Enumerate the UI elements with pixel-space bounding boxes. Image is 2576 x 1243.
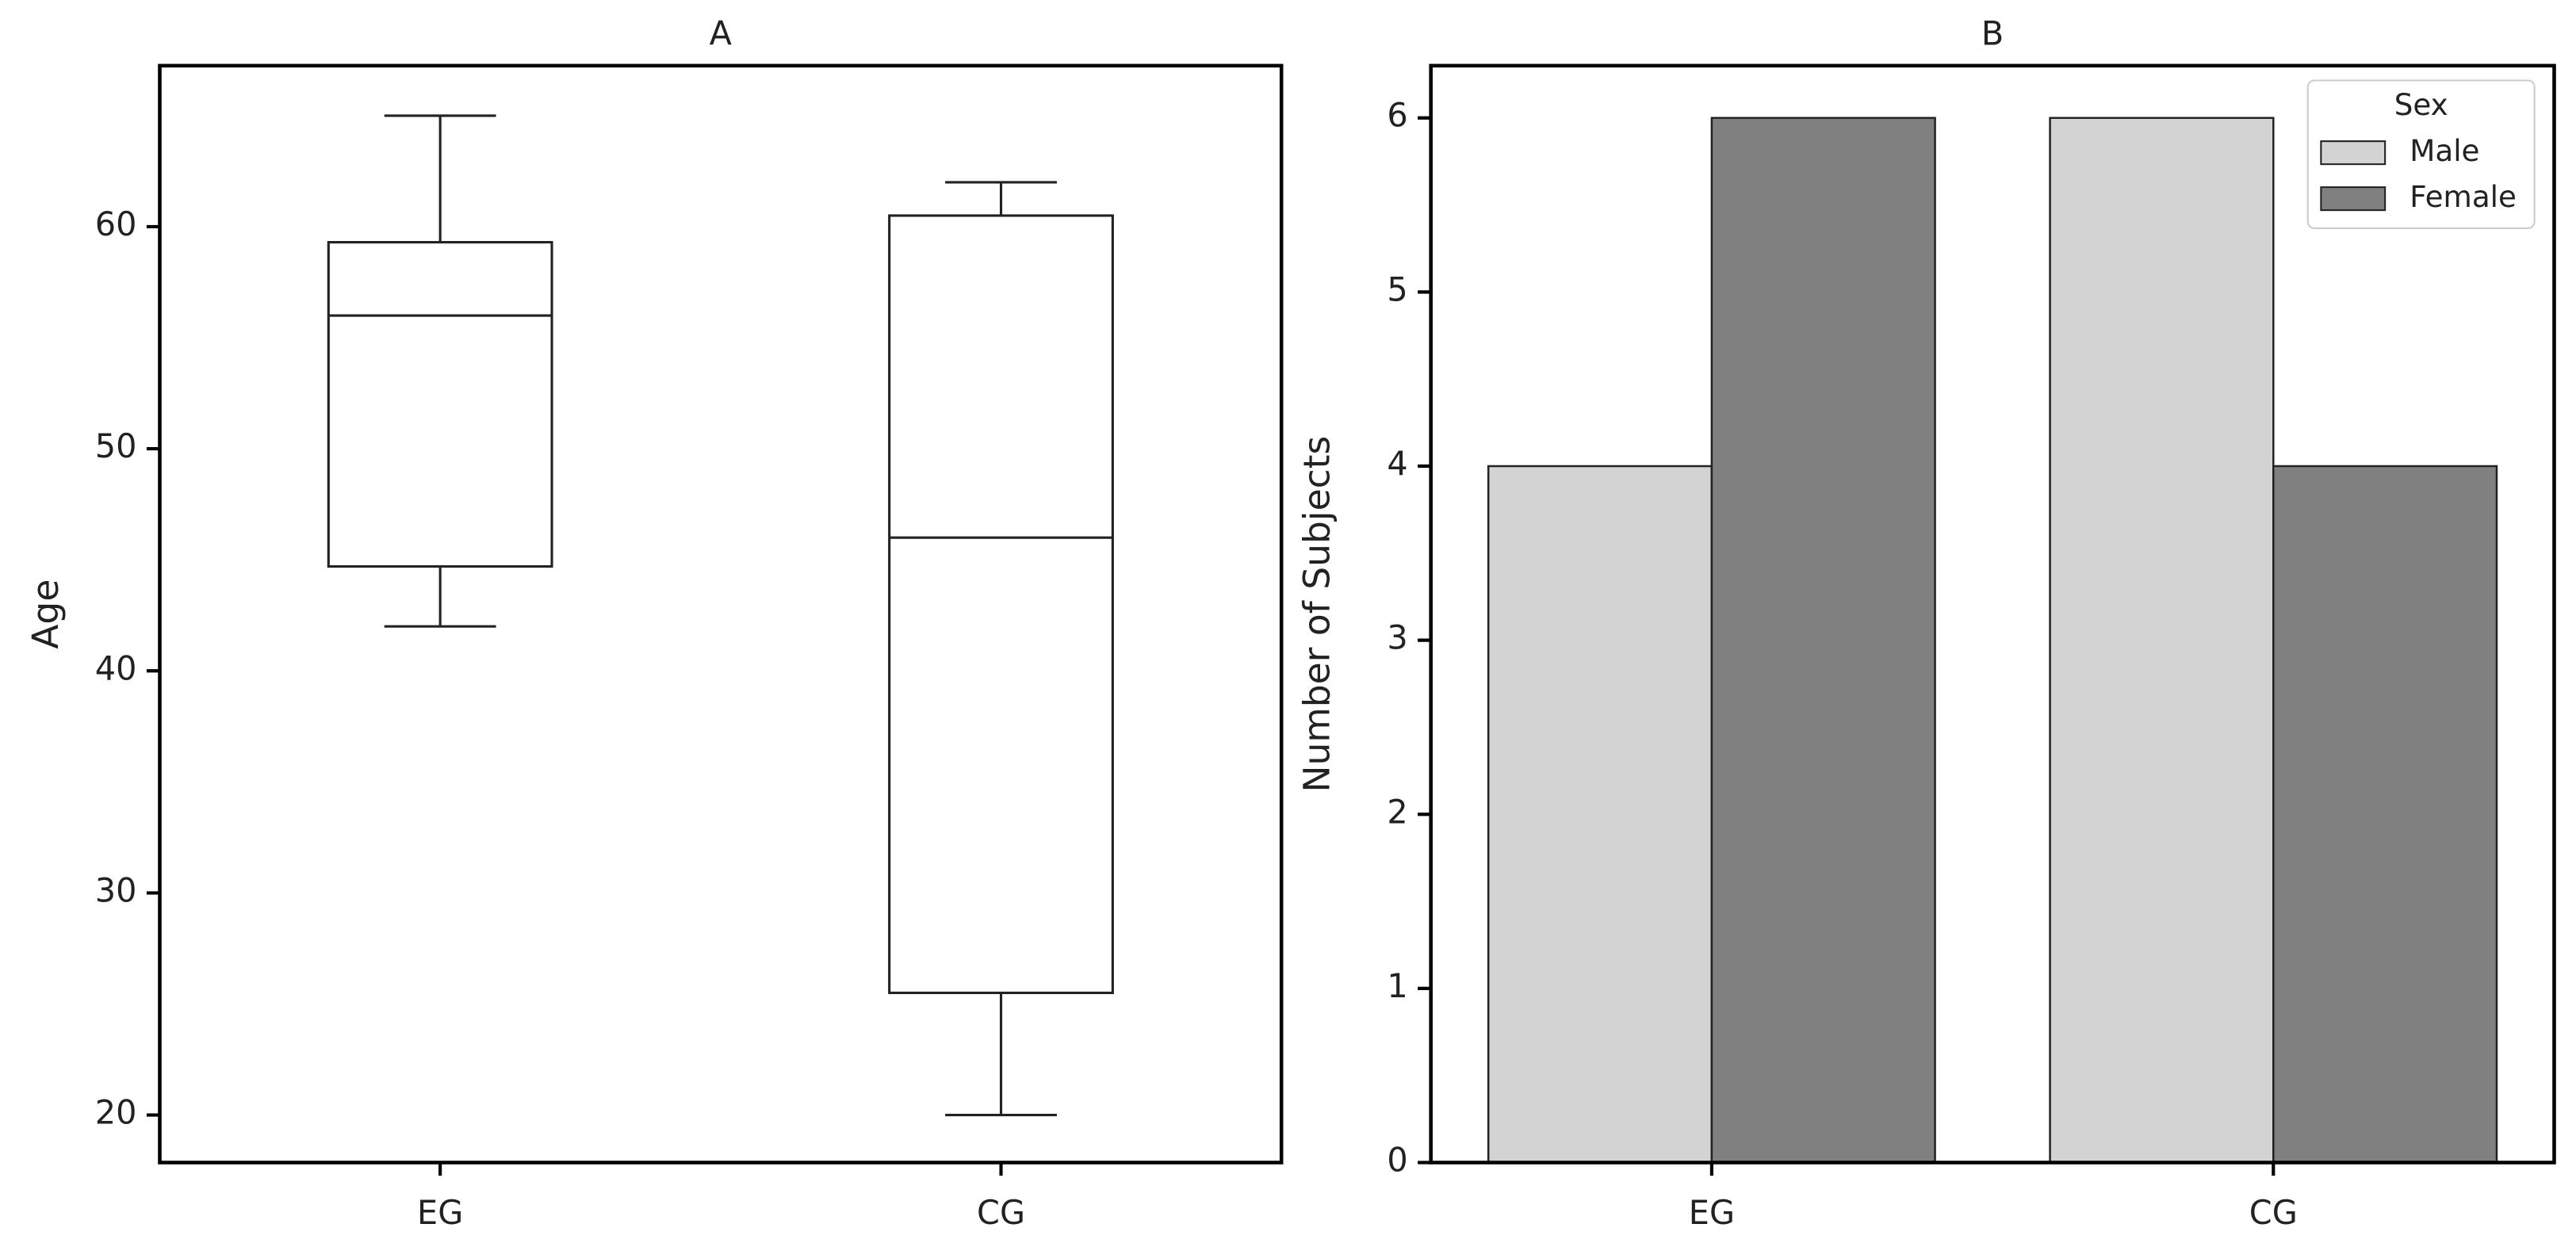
y-tick-label: 6	[1387, 97, 1407, 135]
y-axis-label: Age	[25, 579, 67, 649]
y-tick-label: 30	[95, 871, 137, 909]
x-tick-label: EG	[1689, 1194, 1735, 1232]
axes-frame	[1429, 63, 2556, 1165]
y-tick-label: 0	[1387, 1142, 1407, 1180]
y-tick-label: 5	[1387, 270, 1407, 308]
y-tick-label: 3	[1387, 619, 1407, 657]
legend-label: Male	[2409, 133, 2479, 168]
axes-frame	[158, 63, 1284, 1165]
y-tick-label: 50	[95, 427, 137, 465]
x-tick-label: CG	[2249, 1194, 2298, 1232]
y-tick-label: 2	[1387, 793, 1407, 831]
y-tick-label: 1	[1387, 967, 1407, 1005]
chart-title: A	[710, 15, 732, 53]
y-axis-label: Number of Subjects	[1296, 436, 1338, 793]
box	[888, 214, 1114, 995]
bar	[1710, 117, 1936, 1164]
y-tick-label: 40	[95, 649, 137, 687]
legend-swatch	[2320, 186, 2387, 212]
legend-swatch	[2320, 140, 2387, 166]
chart-title: B	[1981, 15, 2004, 53]
legend-label: Female	[2409, 179, 2517, 214]
legend-title: Sex	[2394, 87, 2448, 122]
y-tick-label: 4	[1387, 445, 1407, 483]
x-tick-label: EG	[417, 1194, 463, 1232]
y-tick-label: 20	[95, 1094, 137, 1132]
bar	[2272, 465, 2498, 1164]
y-tick-label: 60	[95, 205, 137, 243]
box	[327, 241, 553, 568]
bar	[2049, 117, 2275, 1164]
bar	[1487, 465, 1713, 1164]
x-tick-label: CG	[977, 1194, 1025, 1232]
